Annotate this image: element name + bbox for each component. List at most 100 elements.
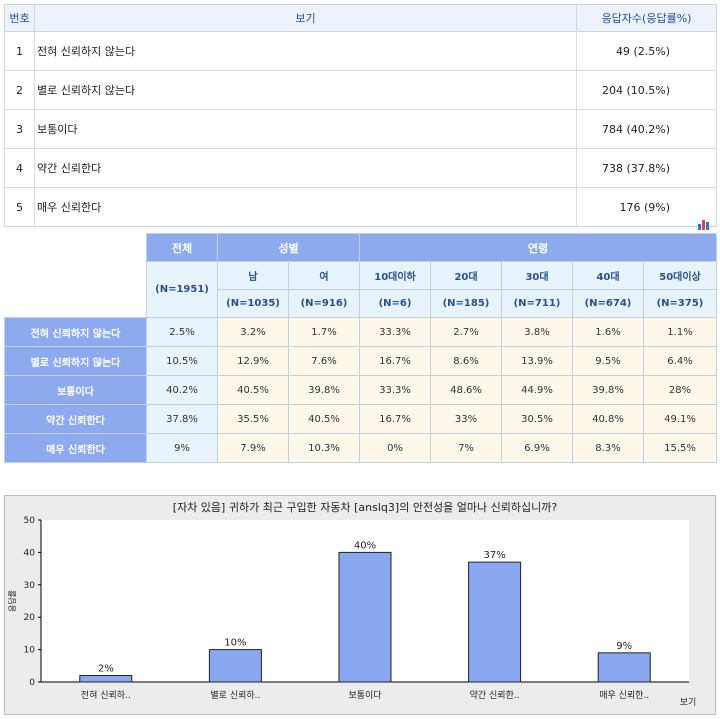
cross-cell: 39.8%: [572, 375, 644, 405]
x-tick-label: 매우 신뢰한..: [599, 690, 649, 701]
subheader-n-5: (N=674): [572, 289, 644, 318]
cross-cell: 48.6%: [430, 375, 502, 405]
chart-panel: [자차 있음] 귀하가 최근 구입한 자동차 [anslq3]의 안전성을 얼마…: [4, 495, 716, 715]
cross-cell: 6.4%: [643, 346, 717, 376]
cross-row-label: 매우 신뢰한다: [4, 433, 147, 463]
cross-cell-total: 9%: [146, 433, 218, 463]
cross-row: 매우 신뢰한다 9% 7.9% 10.3% 0% 7% 6.9% 8.3% 15.5%: [4, 433, 717, 463]
cross-cell: 7.6%: [288, 346, 360, 376]
row-response-count: 176 (9%): [576, 187, 717, 227]
cross-row: 별로 신뢰하지 않는다 10.5% 12.9% 7.6% 16.7% 8.6% 13.9% 9…: [4, 346, 717, 376]
cross-cell: 1.7%: [288, 317, 360, 347]
x-tick-label: 약간 신뢰한..: [470, 689, 520, 701]
survey-row: 4 약간 신뢰한다 738 (37.8%): [4, 148, 717, 188]
cross-cell: 3.8%: [501, 317, 573, 347]
row-response-count: 784 (40.2%): [576, 109, 717, 149]
row-number: 4: [4, 148, 35, 188]
cross-cell: 9.5%: [572, 346, 644, 376]
cross-cell-total: 2.5%: [146, 317, 218, 347]
survey-row: 5 매우 신뢰한다 176 (9%): [4, 187, 717, 227]
subheader-0: 남: [217, 261, 289, 290]
row-number: 2: [4, 70, 35, 110]
row-option-label: 보통이다: [34, 109, 577, 149]
bar-value-label: 37%: [483, 550, 505, 561]
cross-cell: 33%: [430, 404, 502, 434]
cross-cell: 40.8%: [572, 404, 644, 434]
bar: [208, 649, 262, 683]
cross-cell: 33.3%: [359, 375, 431, 405]
cross-cell: 1.6%: [572, 317, 644, 347]
group-header-age: 연령: [359, 233, 717, 262]
subheader-4: 30대: [501, 261, 573, 290]
cross-cell-total: 37.8%: [146, 404, 218, 434]
y-tick-label: 10: [24, 646, 36, 656]
cross-cell: 49.1%: [643, 404, 717, 434]
cross-cell: 7%: [430, 433, 502, 463]
cross-cell: 0%: [359, 433, 431, 463]
cross-row-label: 별로 신뢰하지 않는다: [4, 346, 147, 376]
subheader-2: 10대이하: [359, 261, 431, 290]
row-option-label: 약간 신뢰한다: [34, 148, 577, 188]
subheader-3: 20대: [430, 261, 502, 290]
y-tick-label: 40: [24, 548, 36, 558]
cross-cell: 6.9%: [501, 433, 573, 463]
y-tick-label: 50: [24, 516, 36, 526]
cross-row-label: 약간 신뢰한다: [4, 404, 147, 434]
subheader-n-3: (N=185): [430, 289, 502, 318]
cross-tab-table: 전체 성별 연령 (N=1951) 남 여 10대이하 20대 30대 40대 50대이상 …: [4, 233, 717, 463]
x-axis-label: 보기: [680, 697, 697, 708]
survey-row: 2 별로 신뢰하지 않는다 204 (10.5%): [4, 70, 717, 110]
cross-cell-total: 40.2%: [146, 375, 218, 405]
row-number: 1: [4, 31, 35, 71]
bar: [79, 675, 133, 683]
cross-cell: 12.9%: [217, 346, 289, 376]
cross-row: 전혀 신뢰하지 않는다 2.5% 3.2% 1.7% 33.3% 2.7% 3.8% 1.6%…: [4, 317, 717, 347]
subheader-5: 40대: [572, 261, 644, 290]
row-response-count: 49 (2.5%): [576, 31, 717, 71]
chart-title: [자차 있음] 귀하가 최근 구입한 자동차 [anslq3]의 안전성을 얼마…: [173, 500, 558, 514]
cross-cell: 40.5%: [288, 404, 360, 434]
survey-response-table: 번호 보기 응답자수(응답률%) 1 전혀 신뢰하지 않는다 49 (2.5%) 2 별…: [4, 4, 717, 227]
bar: [338, 551, 392, 683]
cross-cell: 39.8%: [288, 375, 360, 405]
cross-cell: 13.9%: [501, 346, 573, 376]
header-option: 보기: [34, 4, 577, 32]
bar-value-label: 10%: [224, 638, 246, 649]
subheader-n-6: (N=375): [643, 289, 717, 318]
cross-cell: 28%: [643, 375, 717, 405]
y-tick-label: 0: [29, 678, 35, 688]
y-tick-label: 20: [24, 613, 36, 623]
row-response-count: 738 (37.8%): [576, 148, 717, 188]
bar-chart: [자차 있음] 귀하가 최근 구입한 자동차 [anslq3]의 안전성을 얼마…: [7, 500, 697, 708]
cross-cell: 7.9%: [217, 433, 289, 463]
bar: [468, 561, 522, 683]
cross-row: 약간 신뢰한다 37.8% 35.5% 40.5% 16.7% 33% 30.5% 40.8%…: [4, 404, 717, 434]
cross-cell: 10.3%: [288, 433, 360, 463]
cross-row-label: 보통이다: [4, 375, 147, 405]
x-tick-label: 보통이다: [348, 690, 382, 701]
cross-row-label: 전혀 신뢰하지 않는다: [4, 317, 147, 347]
y-axis-label: 응답률: [7, 590, 17, 612]
cross-cell: 1.1%: [643, 317, 717, 347]
cross-cell: 2.7%: [430, 317, 502, 347]
bar-chart-icon[interactable]: [697, 218, 711, 230]
row-option-label: 전혀 신뢰하지 않는다: [34, 31, 577, 71]
survey-row: 1 전혀 신뢰하지 않는다 49 (2.5%): [4, 31, 717, 71]
subheader-6: 50대이상: [643, 261, 717, 290]
subheader-n-1: (N=916): [288, 289, 360, 318]
subheader-n-4: (N=711): [501, 289, 573, 318]
row-option-label: 별로 신뢰하지 않는다: [34, 70, 577, 110]
cross-cell: 15.5%: [643, 433, 717, 463]
row-option-label: 매우 신뢰한다: [34, 187, 577, 227]
survey-table-header-row: 번호 보기 응답자수(응답률%): [4, 4, 717, 32]
x-tick-label: 전혀 신뢰하..: [81, 690, 131, 701]
cross-table-corner: [4, 233, 147, 318]
cross-cell: 3.2%: [217, 317, 289, 347]
cross-cell: 35.5%: [217, 404, 289, 434]
bar-value-label: 9%: [616, 641, 632, 652]
subheader-n-0: (N=1035): [217, 289, 289, 318]
total-n: (N=1951): [146, 261, 218, 318]
x-tick-label: 별로 신뢰하..: [210, 690, 260, 701]
header-number: 번호: [4, 4, 35, 32]
cross-cell: 16.7%: [359, 346, 431, 376]
